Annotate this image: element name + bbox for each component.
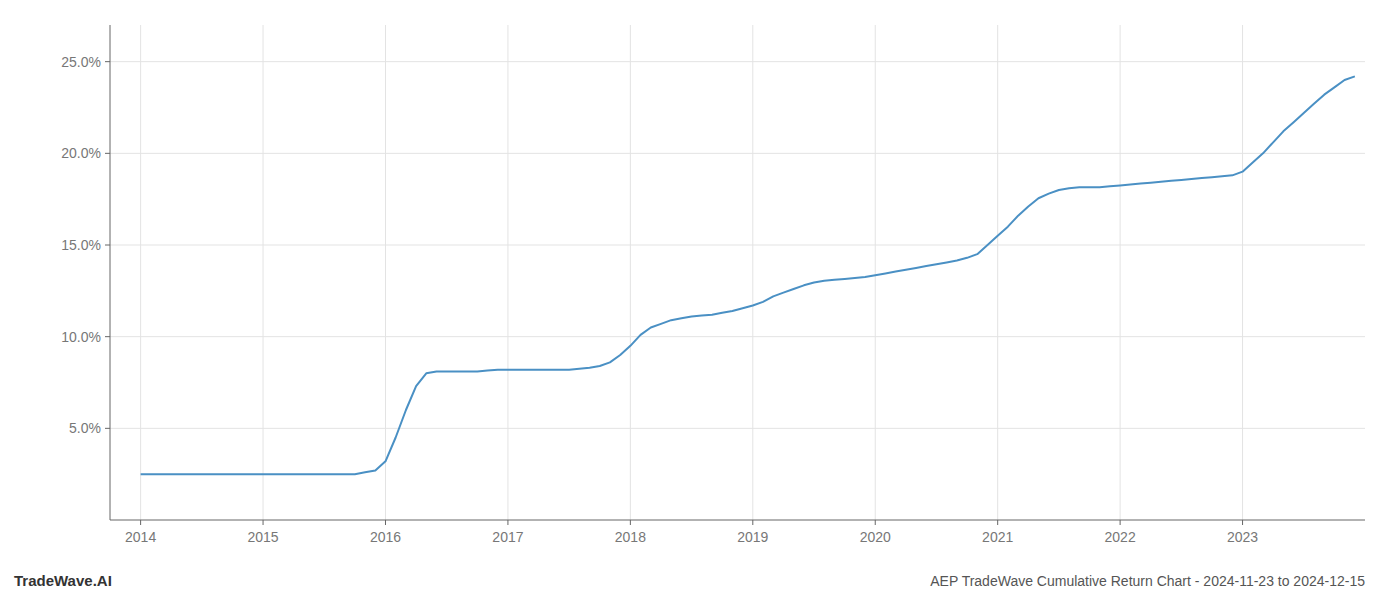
chart-svg: 2014 2015 2016 2017 2018 2019 2020 2021 2022 2023… bbox=[0, 0, 1400, 600]
chart-container: 2014 2015 2016 2017 2018 2019 2020 2021 2022 2023… bbox=[0, 0, 1400, 600]
watermark: TradeWave.AI bbox=[14, 572, 112, 589]
x-tick-label: 2017 bbox=[492, 529, 523, 545]
grid-line-y bbox=[110, 153, 1365, 154]
grid-line-x bbox=[140, 25, 141, 520]
y-tick-label: 25.0% bbox=[61, 54, 101, 70]
x-tick bbox=[875, 520, 876, 525]
y-tick bbox=[105, 61, 110, 62]
x-tick bbox=[752, 520, 753, 525]
x-tick-label: 2020 bbox=[860, 529, 891, 545]
y-tick bbox=[105, 336, 110, 337]
x-tick bbox=[1120, 520, 1121, 525]
grid-line-x bbox=[875, 25, 876, 520]
plot-area bbox=[141, 76, 1355, 474]
y-tick-label: 20.0% bbox=[61, 145, 101, 161]
x-tick bbox=[140, 520, 141, 525]
grid-line-x bbox=[507, 25, 508, 520]
grid-line-x bbox=[385, 25, 386, 520]
x-tick bbox=[263, 520, 264, 525]
x-tick-label: 2016 bbox=[370, 529, 401, 545]
x-tick bbox=[385, 520, 386, 525]
x-tick-label: 2014 bbox=[125, 529, 156, 545]
x-axis-line bbox=[110, 520, 1365, 521]
y-axis-line bbox=[110, 25, 111, 520]
axes: 2014 2015 2016 2017 2018 2019 2020 2021 2022 2023… bbox=[61, 25, 1365, 545]
y-tick-label: 15.0% bbox=[61, 237, 101, 253]
x-tick bbox=[630, 520, 631, 525]
y-tick bbox=[105, 428, 110, 429]
x-tick-label: 2019 bbox=[737, 529, 768, 545]
y-tick bbox=[105, 153, 110, 154]
x-tick-label: 2023 bbox=[1227, 529, 1258, 545]
grid-line-x bbox=[752, 25, 753, 520]
grid bbox=[110, 25, 1365, 520]
x-tick-label: 2015 bbox=[247, 529, 278, 545]
grid-line-x bbox=[997, 25, 998, 520]
grid-line-x bbox=[630, 25, 631, 520]
grid-line-y bbox=[110, 61, 1365, 62]
grid-line-x bbox=[1120, 25, 1121, 520]
x-tick bbox=[507, 520, 508, 525]
line bbox=[141, 76, 1355, 474]
grid-line-y bbox=[110, 336, 1365, 337]
grid-line-y bbox=[110, 428, 1365, 429]
x-tick-label: 2022 bbox=[1105, 529, 1136, 545]
grid-line-x bbox=[1242, 25, 1243, 520]
y-tick bbox=[105, 245, 110, 246]
grid-line-x bbox=[263, 25, 264, 520]
x-tick-label: 2018 bbox=[615, 529, 646, 545]
y-tick-label: 5.0% bbox=[69, 420, 101, 436]
x-tick bbox=[1242, 520, 1243, 525]
y-tick-label: 10.0% bbox=[61, 329, 101, 345]
title: AEP TradeWave Cumulative Return Chart - … bbox=[930, 573, 1365, 589]
x-tick bbox=[997, 520, 998, 525]
x-tick-label: 2021 bbox=[982, 529, 1013, 545]
grid-line-y bbox=[110, 245, 1365, 246]
